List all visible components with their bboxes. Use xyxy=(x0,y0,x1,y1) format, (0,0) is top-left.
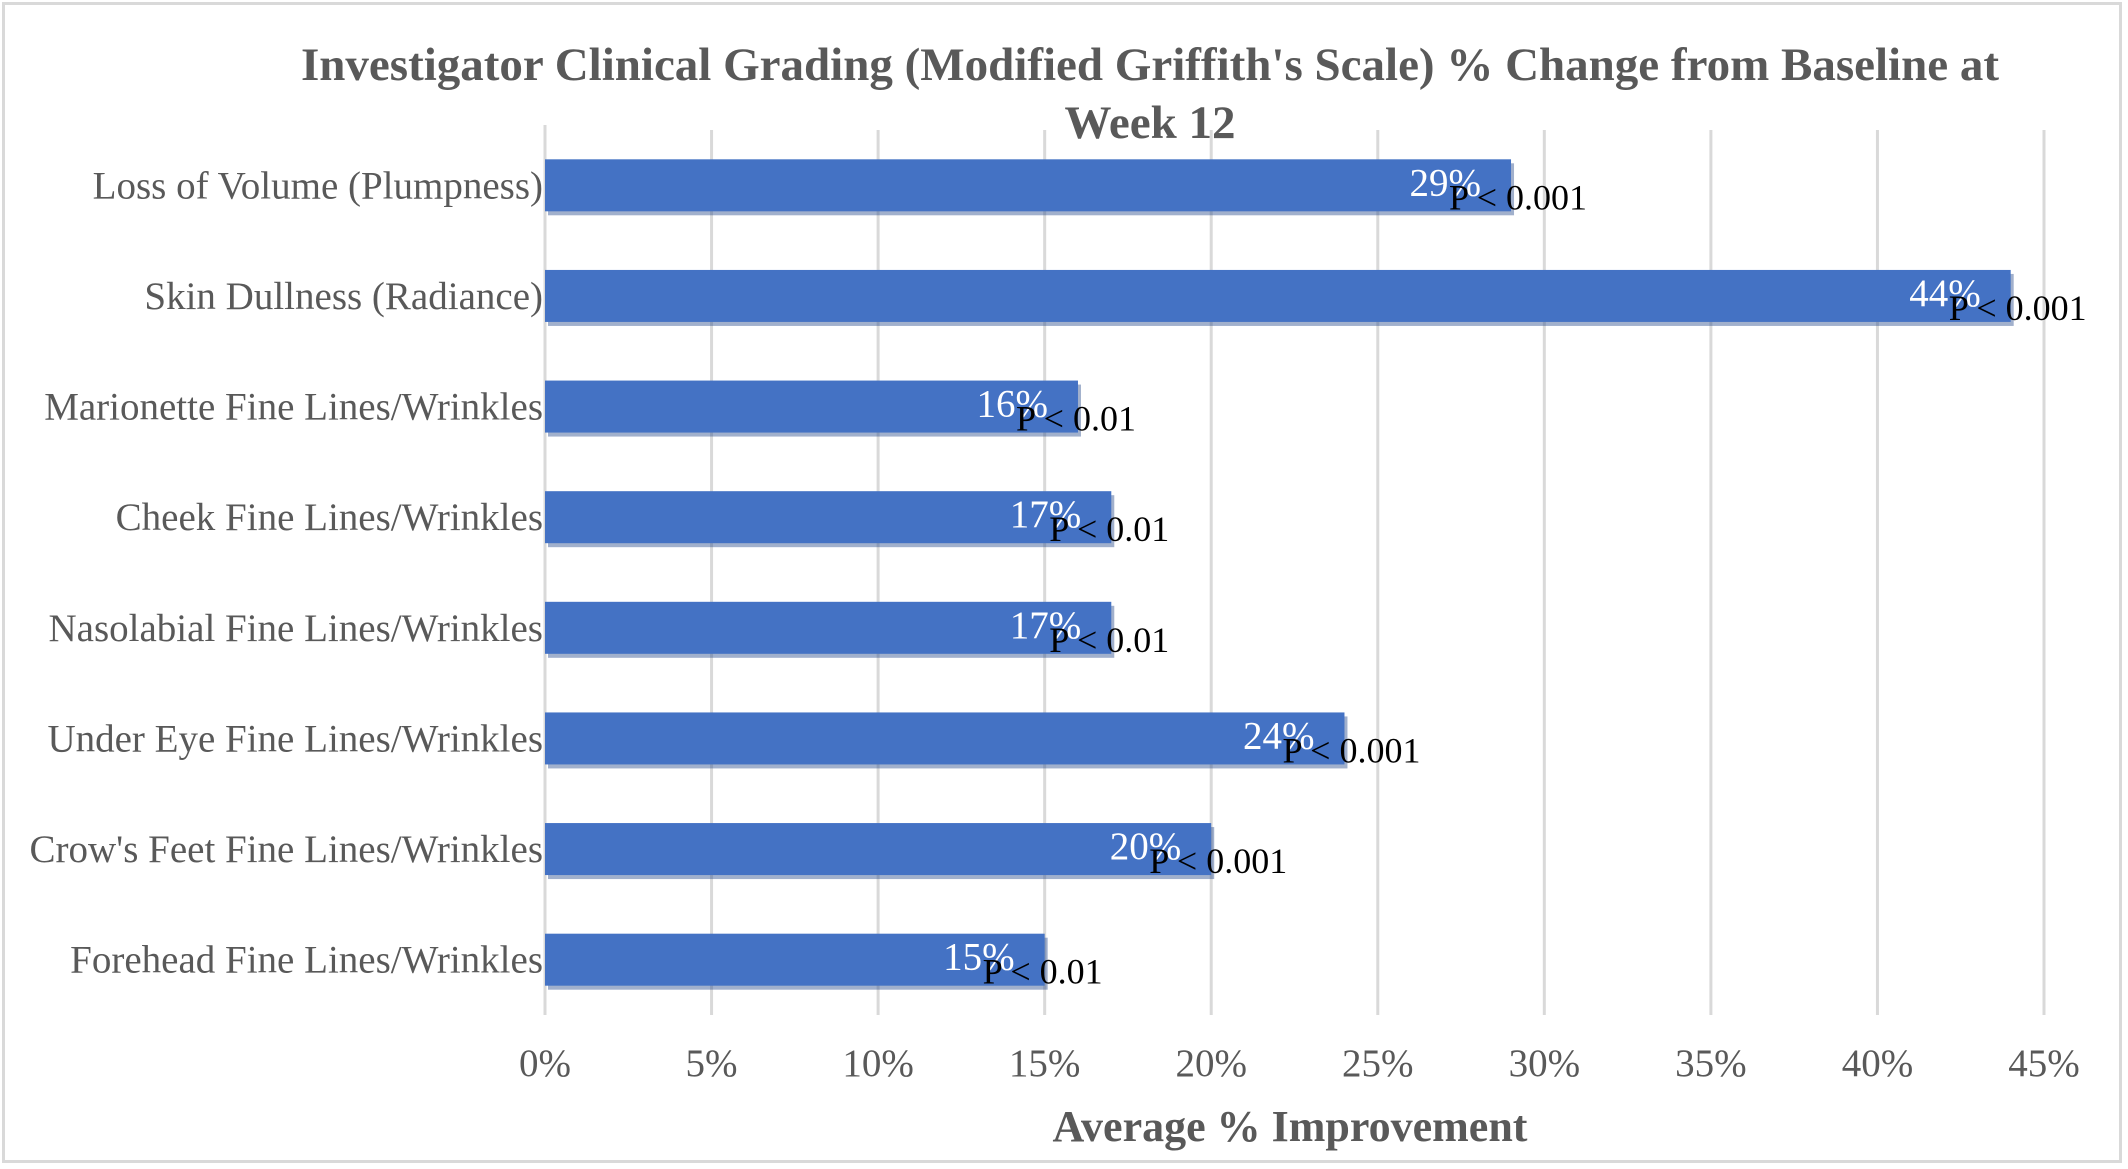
x-tick-label: 45% xyxy=(2008,1042,2080,1085)
bar xyxy=(545,823,1212,876)
value-label: 24% xyxy=(1243,714,1315,757)
bar xyxy=(545,269,2011,322)
category-labels: Loss of Volume (Plumpness) Skin Dullness … xyxy=(30,164,543,981)
x-tick-label: 35% xyxy=(1675,1042,1747,1085)
x-axis-title: Average % Improvement xyxy=(1052,1102,1528,1151)
category-label: Skin Dullness (Radiance) xyxy=(144,275,543,318)
x-tick-labels: 0% 5% 10% 15% 20% 25% 30% 35% 40% 45% xyxy=(519,1042,2080,1085)
p-value-label: P < 0.001 xyxy=(1282,730,1420,770)
category-label: Marionette Fine Lines/Wrinkles xyxy=(44,386,543,429)
category-label: Forehead Fine Lines/Wrinkles xyxy=(70,939,543,982)
bar xyxy=(545,933,1045,986)
category-label: Cheek Fine Lines/Wrinkles xyxy=(116,496,543,539)
x-tick-label: 10% xyxy=(842,1042,914,1085)
chart-title: Investigator Clinical Grading (Modified … xyxy=(300,39,1999,149)
value-label: 17% xyxy=(1010,493,1082,536)
category-label: Loss of Volume (Plumpness) xyxy=(93,164,543,207)
x-tick-label: 0% xyxy=(519,1042,571,1085)
x-tick-label: 5% xyxy=(686,1042,738,1085)
p-value-label: P < 0.01 xyxy=(983,952,1103,992)
x-tick-label: 30% xyxy=(1509,1042,1581,1085)
value-label: 20% xyxy=(1110,825,1182,868)
bar xyxy=(545,601,1112,654)
value-label: 15% xyxy=(943,936,1015,979)
x-tick-label: 20% xyxy=(1175,1042,1247,1085)
category-label: Crow's Feet Fine Lines/Wrinkles xyxy=(30,828,543,871)
p-value-label: P < 0.001 xyxy=(1949,288,2087,328)
p-value-label: P < 0.01 xyxy=(1049,509,1169,549)
x-tick-label: 25% xyxy=(1342,1042,1414,1085)
bar xyxy=(545,491,1112,544)
p-value-label: P < 0.001 xyxy=(1149,841,1287,881)
x-tick-label: 15% xyxy=(1009,1042,1081,1085)
x-tick-label: 40% xyxy=(1842,1042,1914,1085)
p-value-label: P < 0.01 xyxy=(1016,399,1136,439)
gridlines xyxy=(543,125,2046,1015)
value-label: 29% xyxy=(1410,161,1482,204)
bar xyxy=(545,380,1078,433)
bar xyxy=(545,159,1512,212)
value-label: 44% xyxy=(1909,272,1981,315)
value-label: 17% xyxy=(1010,604,1082,647)
category-label: Under Eye Fine Lines/Wrinkles xyxy=(47,717,543,760)
value-label: 16% xyxy=(976,383,1048,426)
p-value-label: P < 0.001 xyxy=(1449,177,1587,217)
bars xyxy=(545,159,2014,990)
category-label: Nasolabial Fine Lines/Wrinkles xyxy=(49,607,544,650)
bar xyxy=(545,712,1345,765)
p-value-label: P < 0.01 xyxy=(1049,620,1169,660)
